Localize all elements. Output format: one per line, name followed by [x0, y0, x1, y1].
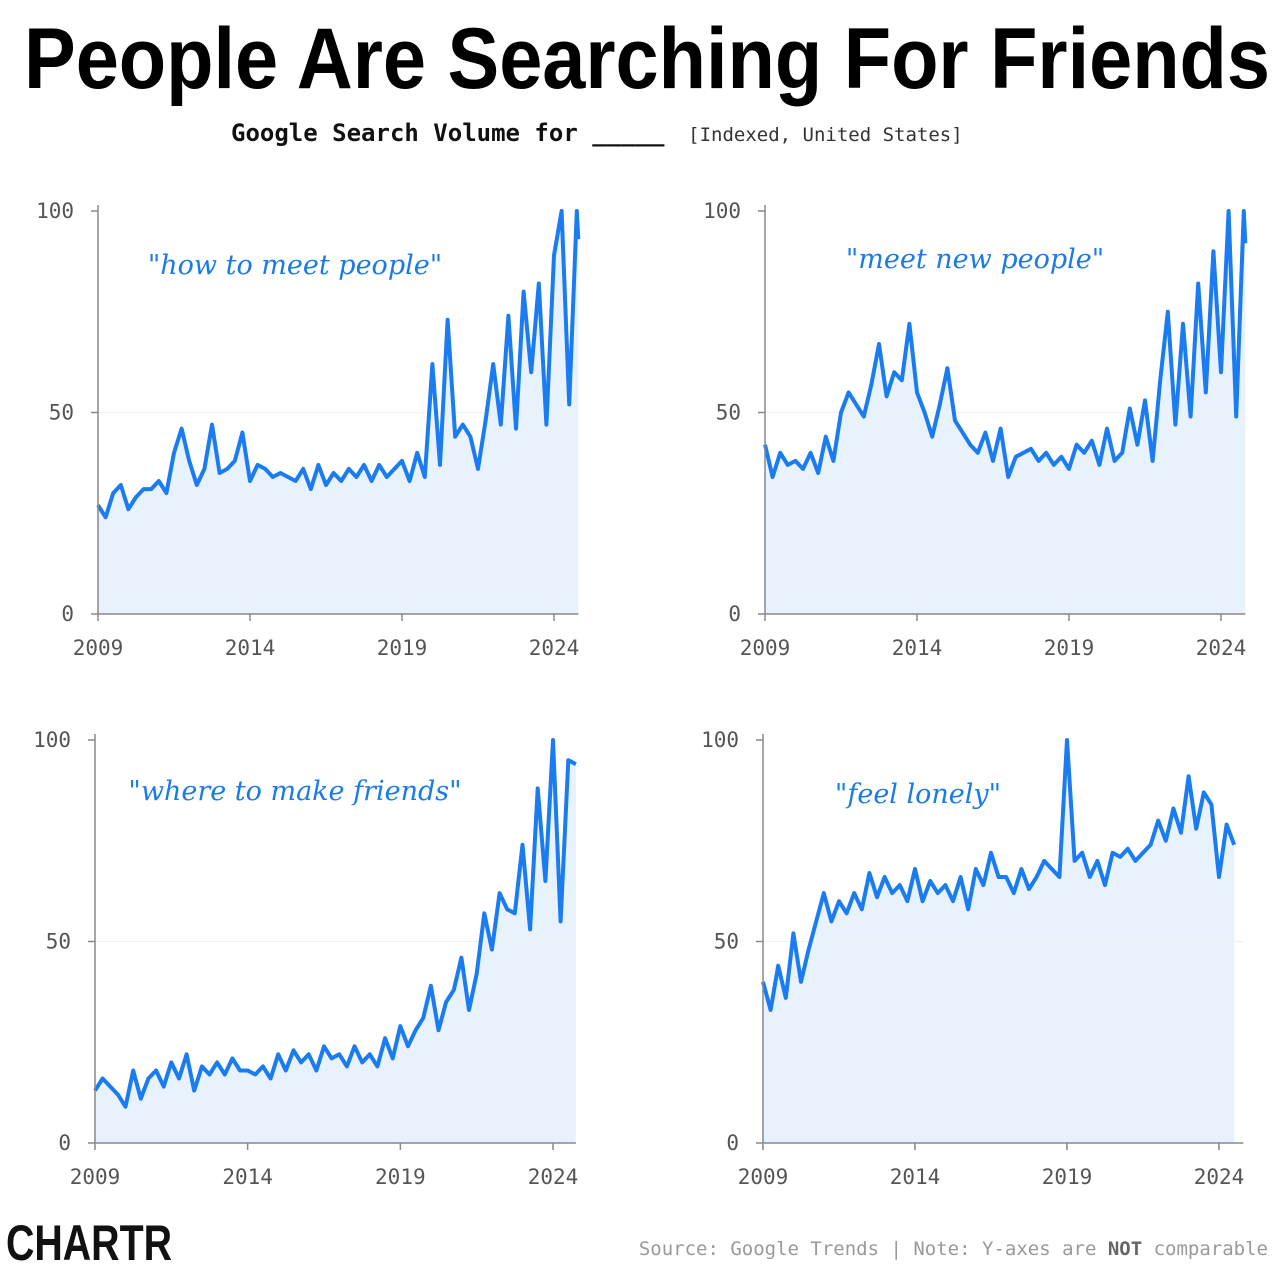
source-text: Source: Google Trends | Note: Y-axes are — [639, 1238, 1108, 1260]
y-tick-label: 100 — [701, 728, 739, 752]
chart-panel-2: 0 50 100 2009 2014 2019 2024 "meet new people" — [703, 199, 1248, 660]
y-tick-label: 50 — [716, 401, 741, 425]
y-tick-label: 100 — [703, 199, 741, 223]
x-tick-label: 2019 — [1044, 636, 1095, 660]
x-tick-label: 2009 — [740, 636, 791, 660]
x-tick-label: 2014 — [890, 1165, 941, 1189]
x-tick-label: 2024 — [529, 636, 580, 660]
x-tick-label: 2019 — [377, 636, 428, 660]
series-line — [761, 738, 1237, 1012]
x-tick-label: 2019 — [375, 1165, 426, 1189]
x-tick-label: 2024 — [1196, 636, 1247, 660]
subtitle-main: Google Search Volume for _____ — [231, 119, 665, 147]
y-tick-label: 0 — [726, 1131, 739, 1155]
x-tick-label: 2024 — [528, 1165, 579, 1189]
y-tick-label: 50 — [714, 930, 739, 954]
chart-panel-3: 0 50 100 2009 2014 2019 2024 "where to make fri… — [33, 728, 578, 1189]
y-tick-label: 100 — [33, 728, 71, 752]
series-label: "how to meet people" — [148, 250, 442, 281]
series-line — [763, 209, 1248, 479]
area-fill — [765, 211, 1246, 614]
page-title: People Are Searching For Friends — [24, 11, 1270, 107]
y-tick-label: 100 — [36, 199, 74, 223]
x-tick-label: 2024 — [1194, 1165, 1245, 1189]
series-label: "feel lonely" — [835, 779, 1001, 810]
y-tick-label: 0 — [728, 602, 741, 626]
chart-panel-1: 0 50 100 2009 2014 2019 2024 "how to meet peopl… — [36, 199, 581, 660]
x-tick-label: 2014 — [892, 636, 943, 660]
subtitle-qualifier: [Indexed, United States] — [688, 124, 963, 146]
subtitle: Google Search Volume for _____ [Indexed,… — [231, 119, 963, 147]
chartr-logo: CHARTR — [6, 1215, 172, 1268]
series-label: "where to make friends" — [128, 776, 461, 807]
x-tick-label: 2019 — [1042, 1165, 1093, 1189]
x-tick-label: 2009 — [73, 636, 124, 660]
y-tick-label: 0 — [58, 1131, 71, 1155]
source-emphasis: NOT — [1108, 1238, 1142, 1260]
source-suffix: comparable — [1142, 1238, 1268, 1260]
y-tick-label: 50 — [49, 401, 74, 425]
y-tick-label: 0 — [61, 602, 74, 626]
area-fill — [98, 211, 579, 614]
series-label: "meet new people" — [846, 244, 1104, 275]
area-fill — [95, 740, 576, 1143]
x-tick-label: 2014 — [222, 1165, 273, 1189]
x-tick-label: 2009 — [738, 1165, 789, 1189]
x-tick-label: 2009 — [70, 1165, 121, 1189]
chart-panel-4: 0 50 100 2009 2014 2019 2024 "feel lonely" — [701, 728, 1244, 1189]
x-tick-label: 2014 — [225, 636, 276, 660]
y-tick-label: 50 — [46, 930, 71, 954]
series-line — [96, 209, 581, 520]
source-note: Source: Google Trends | Note: Y-axes are… — [639, 1238, 1268, 1260]
series-line — [93, 738, 577, 1109]
